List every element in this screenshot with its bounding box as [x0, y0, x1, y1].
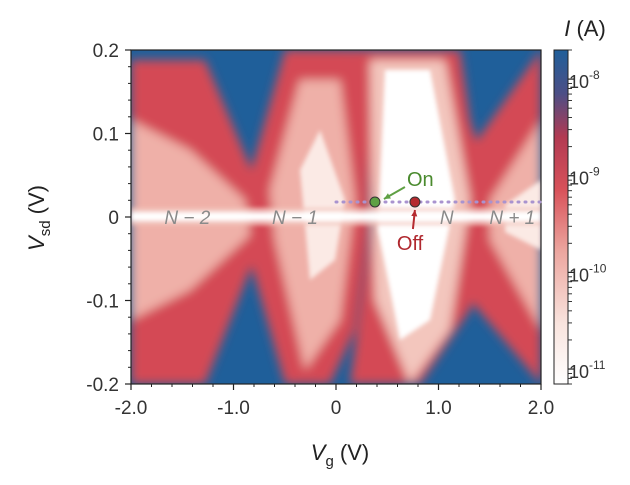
charge-state-label: N − 2	[164, 208, 210, 229]
state-markers: On Off	[369, 169, 434, 255]
colorbar-tick-label: 10-9	[569, 165, 600, 189]
marker-off	[409, 196, 421, 208]
colorbar: I (A) 10-8 10-9 10-10 10-11	[553, 16, 607, 385]
charge-state-label: N	[440, 208, 454, 229]
marker-arrowhead-off	[411, 209, 418, 217]
colorbar-gradient	[553, 49, 569, 385]
y-tick-label: -0.1	[86, 292, 119, 313]
x-tick-label: 2.0	[528, 398, 554, 419]
x-axis-ticks: -2.0 -1.0 0 1.0 2.0	[115, 384, 554, 419]
x-axis-title: Vg (V)	[311, 440, 369, 470]
charge-state-label: N + 1	[489, 208, 535, 229]
marker-arrowhead-on	[383, 193, 391, 199]
x-tick-label: 0	[331, 398, 342, 419]
y-tick-label: -0.2	[86, 375, 119, 396]
colorbar-tick-label: 10-8	[569, 68, 600, 92]
x-tick-label: 1.0	[425, 398, 451, 419]
y-tick-label: 0.2	[93, 41, 119, 62]
colorbar-tick-label: 10-10	[569, 261, 607, 285]
marker-on	[369, 196, 381, 208]
y-axis-title: Vsd (V)	[24, 185, 54, 251]
colorbar-tick-label: 10-11	[569, 358, 606, 382]
charge-state-labels: N − 2 N − 1 N N + 1	[164, 208, 535, 229]
marker-label-on: On	[407, 169, 434, 191]
y-tick-label: 0.1	[93, 125, 119, 146]
colorbar-title: I (A)	[564, 16, 606, 41]
y-tick-label: 0	[108, 208, 119, 229]
x-tick-label: -2.0	[115, 398, 148, 419]
colorbar-ticks: 10-8 10-9 10-10 10-11	[568, 49, 607, 385]
x-tick-label: -1.0	[217, 398, 250, 419]
heatmap-image	[131, 50, 541, 384]
y-axis-ticks: 0.2 0.1 0 -0.1 -0.2	[86, 41, 131, 396]
marker-label-off: Off	[397, 233, 424, 255]
charge-state-label: N − 1	[272, 208, 318, 229]
